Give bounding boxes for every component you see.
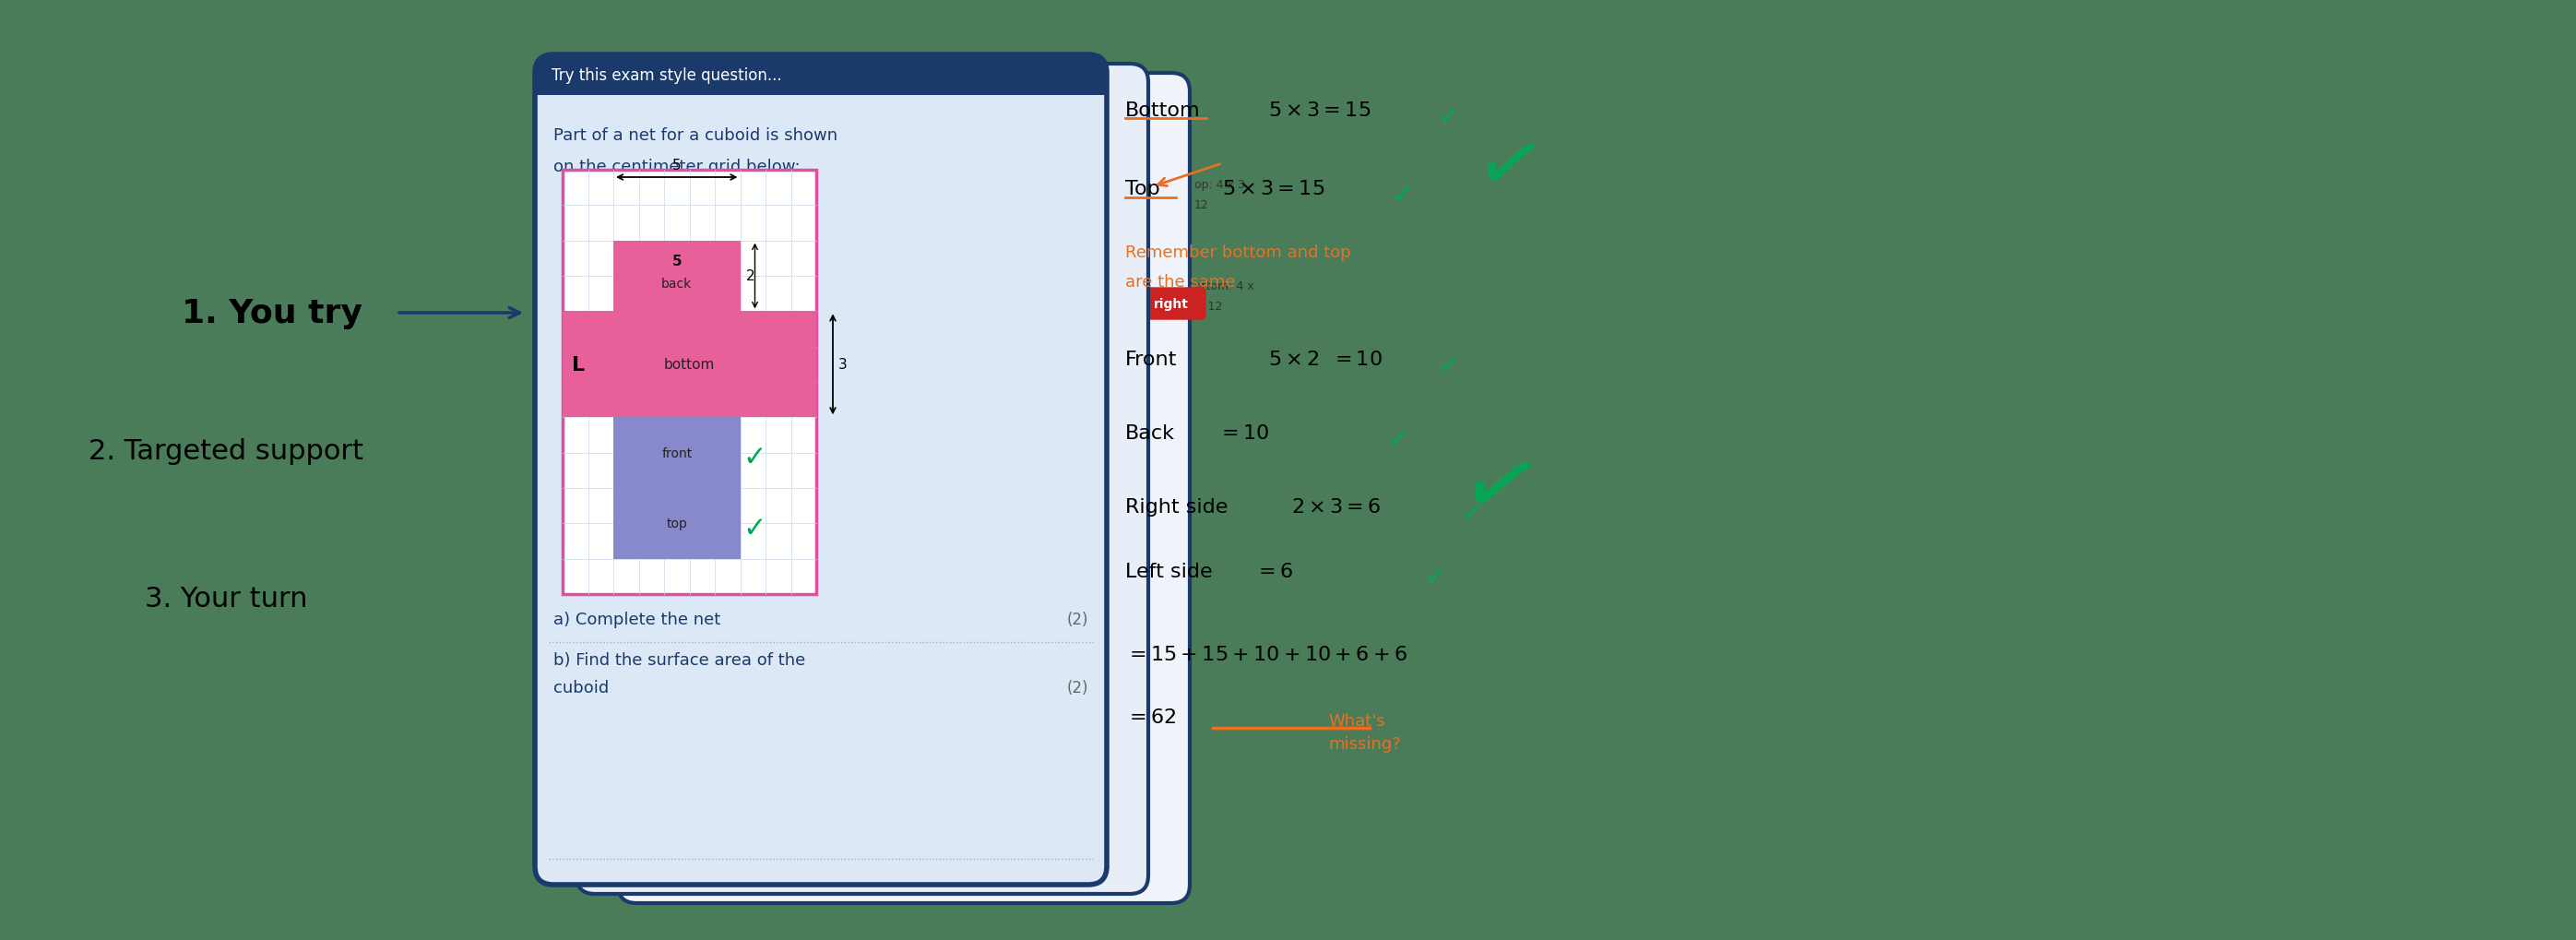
Text: ✓: ✓ — [729, 286, 747, 305]
FancyBboxPatch shape — [1136, 289, 1206, 320]
Text: missing?: missing? — [1329, 735, 1401, 752]
Text: Front: Front — [1126, 351, 1177, 368]
Text: Top: Top — [1126, 180, 1159, 198]
Text: ✓: ✓ — [711, 383, 726, 400]
Text: ✓: ✓ — [1394, 182, 1414, 209]
Bar — [613, 242, 739, 312]
Text: ✓: ✓ — [1448, 438, 1551, 548]
Text: ✓: ✓ — [729, 184, 747, 203]
Text: $= 10$: $= 10$ — [641, 671, 698, 693]
Text: Part of a net for a cuboid is shown: Part of a net for a cuboid is shown — [554, 127, 837, 144]
Text: 20: 20 — [626, 786, 667, 812]
Text: Bottom: Bottom — [1126, 102, 1200, 119]
Text: $5\times3 = 15$: $5\times3 = 15$ — [1267, 102, 1370, 119]
Text: op: 4 x 3: op: 4 x 3 — [1195, 179, 1244, 190]
Text: top: top — [667, 517, 688, 530]
Text: $5\times2 \;\; = 10$: $5\times2 \;\; = 10$ — [1267, 351, 1383, 368]
Text: ✓: ✓ — [742, 515, 768, 541]
Text: back: back — [662, 277, 693, 290]
Text: the shape:: the shape: — [654, 129, 729, 143]
Text: $= 6$: $= 6$ — [641, 478, 685, 499]
Text: $= 6$: $= 6$ — [600, 466, 647, 493]
Text: a) Complete the net: a) Complete the net — [554, 611, 721, 628]
Text: ✓: ✓ — [1425, 565, 1445, 590]
Text: ✓: ✓ — [742, 445, 768, 471]
Text: $= 10$: $= 10$ — [600, 563, 665, 588]
Text: 3: 3 — [837, 358, 848, 371]
Text: ✓: ✓ — [693, 173, 711, 196]
Text: b) Find the surface area of the: b) Find the surface area of the — [554, 651, 806, 668]
Text: ottom: 4 x: ottom: 4 x — [1195, 280, 1255, 291]
Text: $= 10$: $= 10$ — [641, 574, 698, 596]
Text: 5: 5 — [672, 159, 680, 172]
FancyBboxPatch shape — [618, 73, 1190, 903]
Text: $= 62$: $= 62$ — [1126, 708, 1177, 727]
Text: $5\times3 = 15$: $5\times3 = 15$ — [1221, 180, 1324, 198]
Text: $= 15$: $= 15$ — [600, 171, 662, 197]
Text: $= 6$: $= 6$ — [641, 381, 685, 402]
Text: 5: 5 — [672, 254, 683, 268]
Text: 2. Targeted support: 2. Targeted support — [88, 438, 363, 465]
Text: ✓: ✓ — [672, 468, 693, 491]
FancyBboxPatch shape — [577, 65, 1149, 894]
Text: ✓: ✓ — [729, 673, 747, 691]
Text: Try this exam style question...: Try this exam style question... — [551, 68, 781, 84]
Text: bottom: bottom — [665, 358, 716, 371]
Text: $= 10$: $= 10$ — [1218, 424, 1270, 443]
Text: $= 6$: $= 6$ — [1255, 562, 1293, 581]
Text: 2: 2 — [744, 270, 755, 283]
Text: Remember bottom and top: Remember bottom and top — [1126, 244, 1350, 260]
Text: cuboid: cuboid — [554, 680, 608, 696]
Text: ✓: ✓ — [1461, 500, 1484, 526]
Bar — [613, 489, 739, 559]
FancyBboxPatch shape — [536, 55, 1108, 96]
Text: ✓: ✓ — [1466, 124, 1551, 218]
Text: ✓: ✓ — [1440, 104, 1461, 130]
Text: ✓: ✓ — [649, 138, 760, 256]
Text: Right side: Right side — [1126, 497, 1229, 516]
Text: (2): (2) — [1066, 611, 1087, 628]
Text: ✓: ✓ — [672, 371, 693, 394]
Text: $= 15$: $= 15$ — [600, 273, 662, 299]
Text: L: L — [572, 355, 585, 374]
Text: Back: Back — [1126, 424, 1175, 443]
Text: ✓: ✓ — [1388, 427, 1409, 452]
Bar — [536, 75, 1108, 96]
Text: 3. Your turn: 3. Your turn — [144, 586, 307, 612]
Text: = 12: = 12 — [1195, 300, 1224, 312]
Text: Left side: Left side — [1126, 562, 1213, 581]
Text: (2): (2) — [1066, 680, 1087, 696]
Text: front: front — [662, 446, 693, 460]
Text: $= 15 + 15 + 10 + 10 + 6 + 6$: $= 15 + 15 + 10 + 10 + 6 + 6$ — [1126, 645, 1406, 664]
Text: ✓: ✓ — [729, 576, 747, 594]
Text: ✓: ✓ — [693, 565, 711, 588]
Text: ✓: ✓ — [693, 274, 711, 297]
Bar — [562, 312, 817, 417]
Text: right: right — [1154, 298, 1188, 310]
Text: 12: 12 — [1195, 198, 1208, 211]
Text: $= 15$: $= 15$ — [641, 284, 698, 306]
Text: $= 6$: $= 6$ — [600, 369, 647, 396]
Text: $= 15$: $= 15$ — [641, 182, 698, 205]
Text: ✓: ✓ — [631, 461, 755, 593]
Text: 20: 20 — [672, 795, 714, 822]
Text: on the centimeter grid below:: on the centimeter grid below: — [554, 159, 801, 175]
Text: ✓: ✓ — [711, 479, 726, 497]
Bar — [562, 170, 817, 594]
Text: ✓: ✓ — [1440, 352, 1461, 379]
Text: $2\times3 = 6$: $2\times3 = 6$ — [1291, 497, 1381, 516]
Text: $= 10$: $= 10$ — [600, 660, 665, 685]
Text: What's: What's — [1329, 713, 1386, 728]
FancyBboxPatch shape — [536, 55, 1108, 885]
Text: are the same: are the same — [1126, 274, 1236, 290]
Text: ✓: ✓ — [693, 662, 711, 683]
Bar — [613, 417, 739, 489]
Text: 1. You try: 1. You try — [183, 298, 363, 329]
